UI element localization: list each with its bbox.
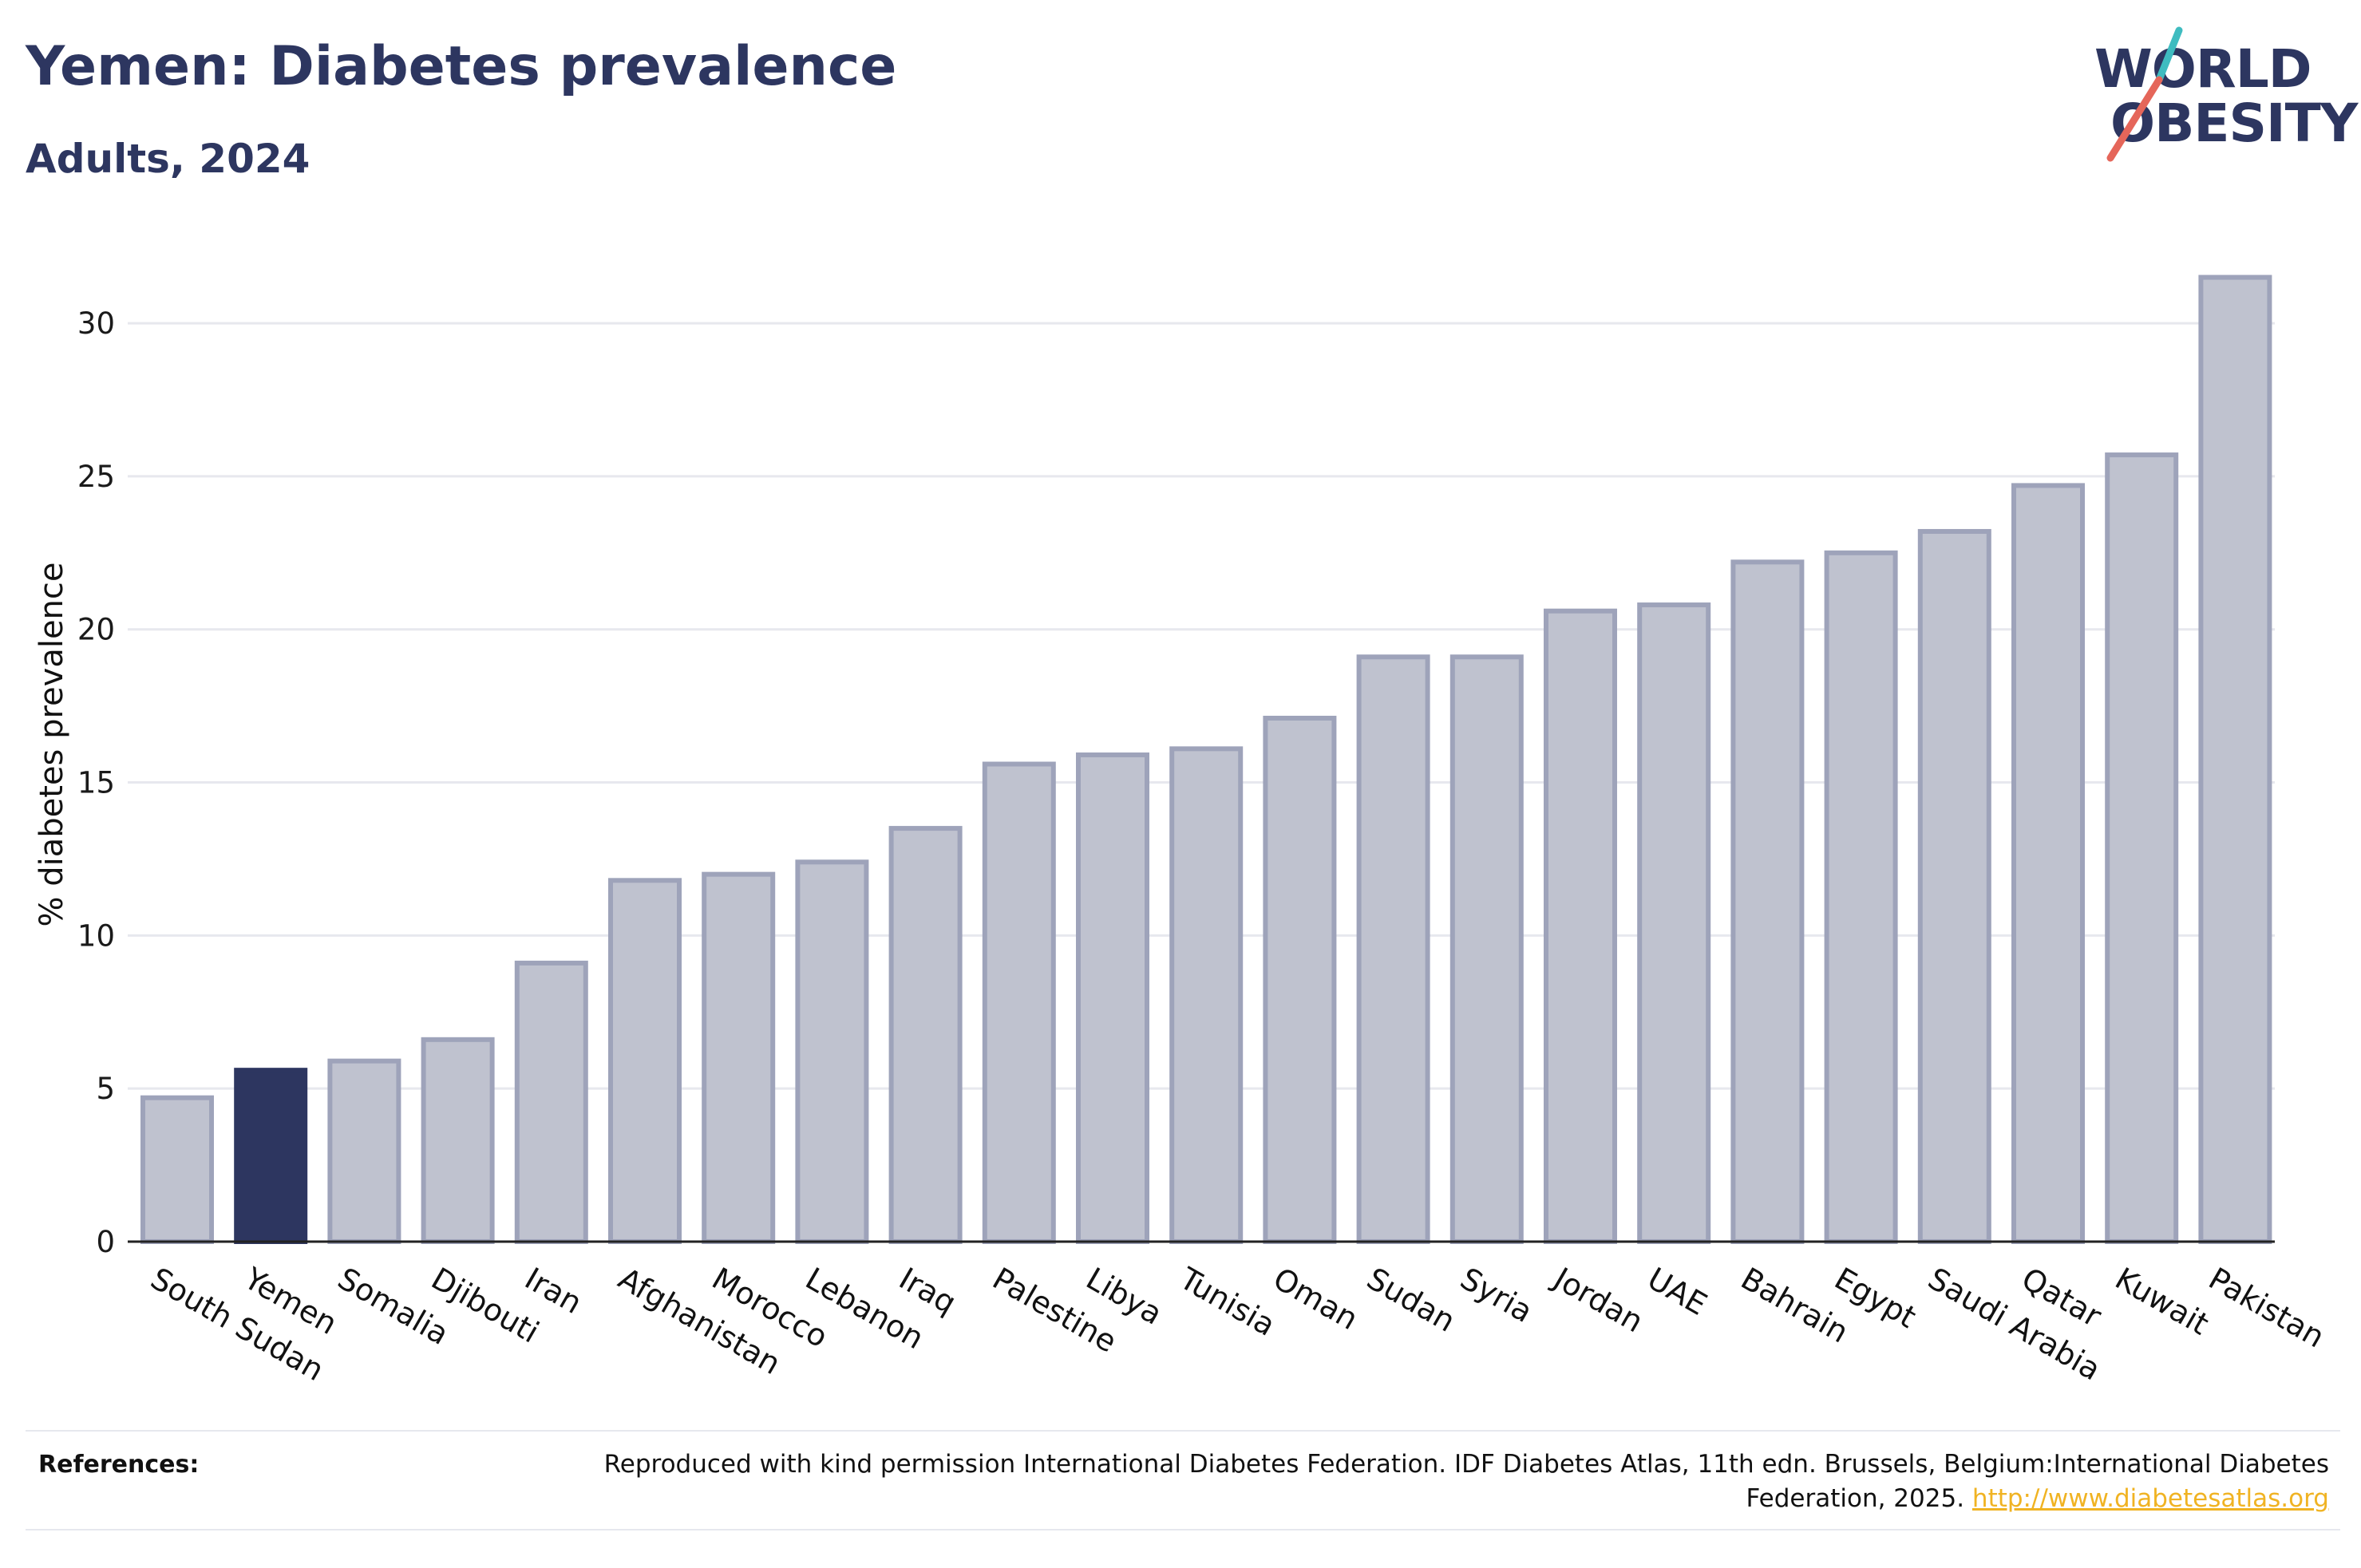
- x-tick-label: Sudan: [1361, 1261, 1461, 1339]
- bar-palestine: [982, 761, 1056, 1244]
- y-tick-label: 15: [77, 766, 115, 800]
- x-tick-label: Bahrain: [1735, 1261, 1854, 1350]
- x-tick-label: UAE: [1642, 1261, 1713, 1322]
- chart-subtitle: Adults, 2024: [26, 136, 310, 182]
- y-tick-label: 20: [77, 613, 115, 647]
- logo-line-2: OBESITY: [2110, 93, 2358, 154]
- bar-iraq: [888, 826, 963, 1245]
- bar-afghanistan: [608, 878, 682, 1244]
- bar-sudan: [1356, 654, 1430, 1244]
- bar-somalia: [327, 1058, 401, 1244]
- bar-morocco: [702, 871, 776, 1244]
- bar-libya: [1076, 752, 1149, 1244]
- world-obesity-logo: WORLD OBESITY: [2075, 24, 2358, 168]
- bars: [140, 274, 2272, 1245]
- footer-divider-top: [26, 1430, 2340, 1432]
- bar-saudi-arabia: [1917, 528, 1991, 1244]
- bar-syria: [1449, 654, 1524, 1244]
- y-tick-label: 25: [77, 460, 115, 494]
- references-text: Reproduced with kind permission Internat…: [573, 1448, 2329, 1516]
- y-tick-label: 5: [96, 1072, 115, 1106]
- bar-uae: [1637, 602, 1711, 1244]
- logo-line-1: WORLD: [2094, 38, 2312, 100]
- y-axis-ticks: 0 5 10 15 20 25 30: [77, 306, 115, 1259]
- chart-title: Yemen: Diabetes prevalence: [26, 35, 897, 98]
- bar-kuwait: [2105, 452, 2179, 1244]
- bar-djibouti: [421, 1037, 495, 1245]
- y-tick-label: 30: [77, 306, 115, 341]
- x-tick-label: Tunisia: [1173, 1260, 1281, 1343]
- reference-citation: Reproduced with kind permission Internat…: [603, 1450, 2329, 1513]
- x-tick-label: Jordan: [1547, 1260, 1649, 1340]
- bar-jordan: [1544, 608, 1617, 1244]
- y-tick-label: 0: [96, 1225, 115, 1259]
- bar-tunisia: [1169, 746, 1244, 1244]
- footer-divider-bottom: [26, 1529, 2340, 1530]
- y-axis-label: % diabetes prevalence: [34, 562, 70, 926]
- x-tick-label: Kuwait: [2110, 1261, 2215, 1342]
- x-tick-label: Pakistan: [2203, 1261, 2331, 1355]
- bar-pakistan: [2198, 274, 2272, 1245]
- bar-chart: 0 5 10 15 20 25 30 South SudanYemenSomaliaDjib…: [34, 274, 2331, 1388]
- bar-iran: [514, 960, 588, 1244]
- x-tick-label: Syria: [1454, 1261, 1538, 1329]
- bar-yemen: [234, 1068, 308, 1245]
- bar-south-sudan: [140, 1095, 214, 1245]
- bar-bahrain: [1730, 559, 1805, 1244]
- bar-qatar: [2011, 483, 2085, 1244]
- y-tick-label: 10: [77, 918, 115, 953]
- logo-slash-icon: [2106, 26, 2183, 162]
- bar-egypt: [1824, 550, 1898, 1244]
- bar-lebanon: [795, 859, 869, 1244]
- x-tick-label: Oman: [1268, 1261, 1364, 1337]
- references-label: References:: [38, 1451, 200, 1479]
- reference-link[interactable]: http://www.diabetesatlas.org: [1971, 1484, 2329, 1513]
- bar-oman: [1263, 715, 1337, 1244]
